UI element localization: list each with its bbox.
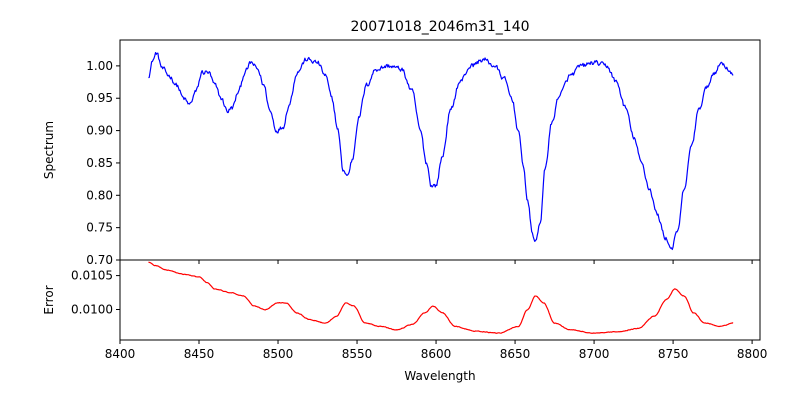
x-tick-label: 8700	[579, 347, 610, 361]
top-y-tick-label: 0.85	[86, 156, 113, 170]
x-tick-label: 8450	[184, 347, 215, 361]
error-y-axis-label: Error	[42, 285, 56, 314]
error-panel: 0.0100 0.0105 8400 8450 8500 8550 8600 8650 870…	[42, 259, 768, 383]
x-tick-label: 8600	[421, 347, 452, 361]
top-y-tick-label: 1.00	[86, 59, 113, 73]
top-y-tick-label: 0.90	[86, 124, 113, 138]
top-y-tick-label: 0.75	[86, 221, 113, 235]
x-tick-label: 8500	[263, 347, 294, 361]
x-tick-label: 8400	[105, 347, 136, 361]
x-tick-label: 8750	[658, 347, 689, 361]
spectrum-y-axis-label: Spectrum	[42, 121, 56, 179]
top-y-tick-label: 0.95	[86, 91, 113, 105]
bottom-y-tick-label: 0.0100	[71, 302, 113, 316]
bottom-y-tick-label: 0.0105	[71, 269, 113, 283]
x-tick-label: 8550	[342, 347, 373, 361]
error-axes-frame	[119, 259, 761, 341]
top-y-tick-label: 0.80	[86, 188, 113, 202]
error-series-line	[148, 261, 734, 334]
x-axis-label: Wavelength	[404, 369, 475, 383]
x-tick-label: 8800	[737, 347, 768, 361]
top-y-tick-label: 0.70	[86, 253, 113, 267]
x-tick-label: 8650	[500, 347, 531, 361]
chart-title: 20071018_2046m31_140	[350, 19, 529, 35]
spectrum-series-line	[148, 51, 734, 251]
